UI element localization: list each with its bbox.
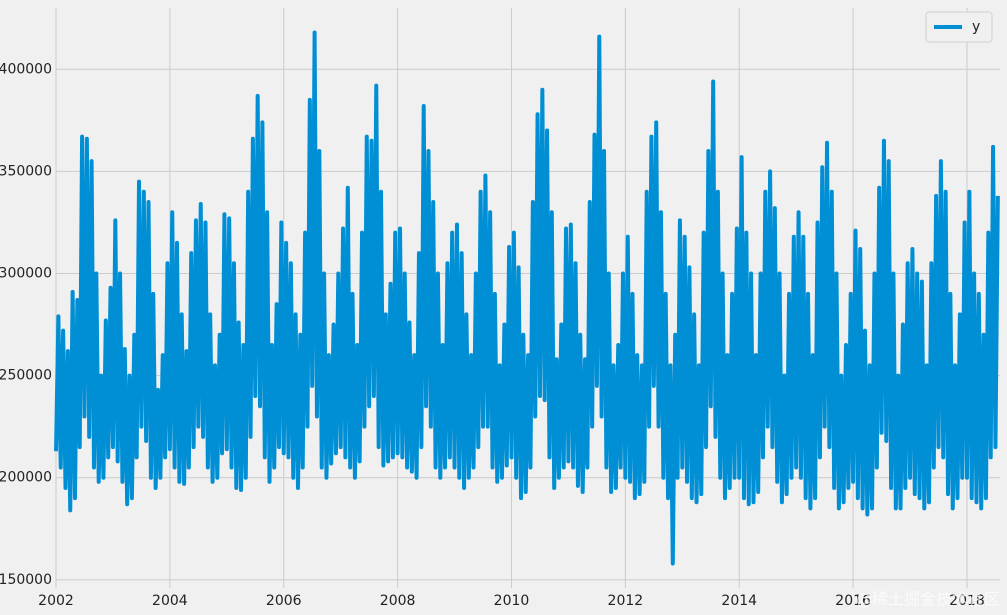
legend-label: y bbox=[972, 19, 980, 35]
x-tick-label: 2006 bbox=[266, 593, 302, 609]
y-tick-label: 300000 bbox=[0, 265, 52, 281]
series-line bbox=[54, 30, 1000, 566]
plot bbox=[54, 30, 1000, 566]
y-tick-label: 250000 bbox=[0, 368, 52, 384]
y-tick-label: 350000 bbox=[0, 163, 52, 179]
y-tick-label: 400000 bbox=[0, 61, 52, 77]
x-tick-label: 2014 bbox=[721, 593, 757, 609]
x-tick-label: 2012 bbox=[608, 593, 644, 609]
y-tick-label: 150000 bbox=[0, 572, 52, 588]
labels: 150000 200000 250000 300000 350000 400000 2002… bbox=[0, 11, 1000, 609]
x-tick-label: 2004 bbox=[152, 593, 188, 609]
x-tick-label: 2002 bbox=[38, 593, 74, 609]
y-tick-label: 200000 bbox=[0, 470, 52, 486]
x-tick-label: 2018 bbox=[949, 593, 985, 609]
watermark: @稀土掘金技术社区 bbox=[856, 590, 1000, 609]
x-tick-label: 2008 bbox=[380, 593, 416, 609]
legend: y bbox=[925, 11, 993, 43]
x-tick-label: 2016 bbox=[835, 593, 871, 609]
x-tick-label: 2010 bbox=[494, 593, 530, 609]
